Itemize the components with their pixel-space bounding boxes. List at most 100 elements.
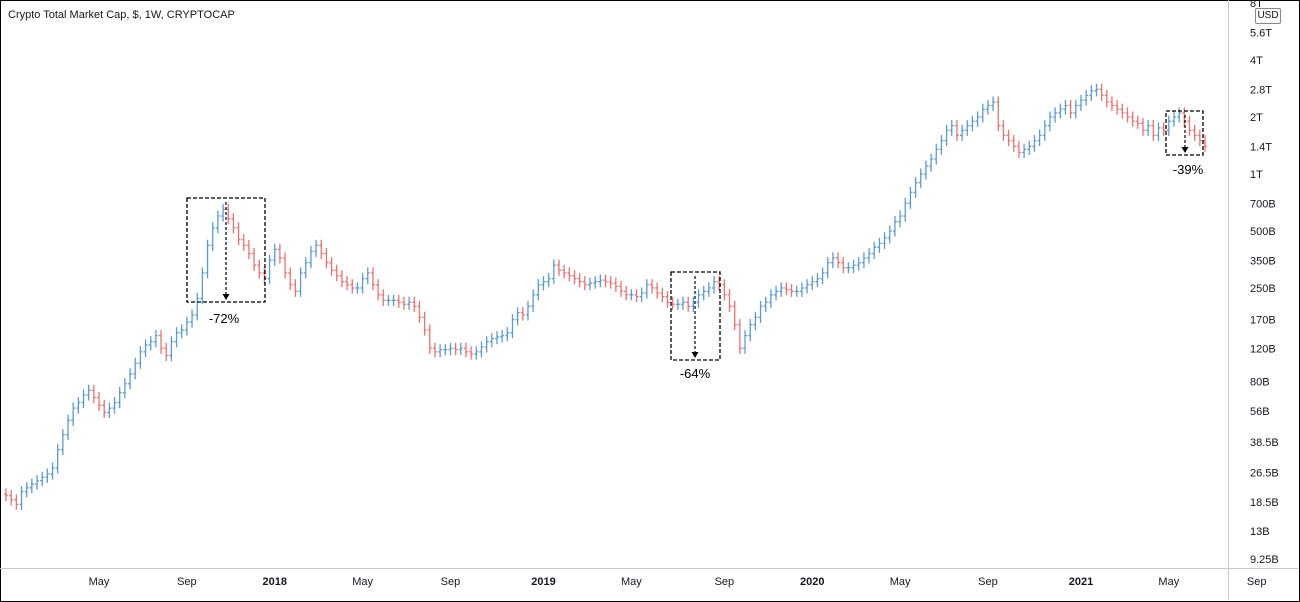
ohlc-bar <box>350 279 355 294</box>
ohlc-bar <box>737 319 742 354</box>
ohlc-bar <box>970 115 975 132</box>
ohlc-bar <box>830 252 835 269</box>
ohlc-bar <box>892 216 897 237</box>
time-tick-label: Sep <box>441 576 461 588</box>
ohlc-bar <box>9 490 14 506</box>
ohlc-bar <box>277 243 282 264</box>
drawdown-box <box>186 197 266 303</box>
arrow-head-icon <box>691 352 699 358</box>
time-tick-label: May <box>1158 576 1179 588</box>
price-tick-label: 700B <box>1250 198 1276 210</box>
ohlc-bar <box>743 330 748 354</box>
ohlc-bar <box>660 287 665 303</box>
ohlc-bar <box>763 296 768 312</box>
ohlc-bar <box>867 247 872 264</box>
currency-badge[interactable]: USD <box>1255 8 1281 24</box>
ohlc-bar <box>283 252 288 279</box>
ohlc-bar <box>386 294 391 306</box>
ohlc-bar <box>324 247 329 269</box>
ohlc-bar <box>996 96 1001 132</box>
ohlc-bar <box>1197 129 1202 147</box>
ohlc-bar <box>556 259 561 276</box>
ohlc-bar <box>195 292 200 321</box>
ohlc-bar <box>272 243 277 266</box>
ohlc-bar <box>267 254 272 285</box>
ohlc-bar <box>520 307 525 321</box>
price-tick-label: 350B <box>1250 255 1276 267</box>
ohlc-bar <box>980 103 985 123</box>
ohlc-bar <box>360 273 365 294</box>
ohlc-bar <box>370 267 375 291</box>
ohlc-bar <box>303 257 308 279</box>
ohlc-bar <box>758 300 763 323</box>
ohlc-bar <box>319 239 324 260</box>
ohlc-bar <box>954 120 959 141</box>
ohlc-bar <box>112 397 117 414</box>
price-tick-label: 18.5B <box>1250 497 1279 509</box>
ohlc-bar <box>226 203 231 225</box>
ohlc-bar <box>381 289 386 306</box>
ohlc-bar <box>236 222 241 246</box>
ohlc-bar <box>262 267 267 285</box>
price-tick-label: 13B <box>1250 526 1270 538</box>
ohlc-bar <box>117 387 122 409</box>
ohlc-bar <box>190 309 195 328</box>
ohlc-bar <box>525 300 530 321</box>
ohlc-bar <box>1068 99 1073 119</box>
ohlc-bar <box>60 429 65 456</box>
chart-title: Crypto Total Market Cap, $, 1W, CRYPTOCA… <box>8 9 235 21</box>
ohlc-bar <box>696 289 701 308</box>
ohlc-bar <box>86 384 91 401</box>
ohlc-bar <box>650 279 655 294</box>
price-tick-label: 38.5B <box>1250 437 1279 449</box>
ohlc-bar <box>35 475 40 490</box>
ohlc-bar <box>960 124 965 141</box>
ohlc-bar <box>836 252 841 269</box>
ohlc-bar <box>1125 107 1130 123</box>
ohlc-bar <box>681 296 686 310</box>
price-tick-label: 120B <box>1250 343 1276 355</box>
ohlc-bar <box>774 285 779 301</box>
ohlc-bar <box>505 327 510 342</box>
ohlc-bar <box>701 285 706 301</box>
time-tick-label: 2020 <box>800 576 824 588</box>
ohlc-bar <box>479 341 484 358</box>
ohlc-bar <box>438 344 443 358</box>
ohlc-bar <box>1022 143 1027 158</box>
time-tick-label: Sep <box>715 576 735 588</box>
ohlc-bar <box>608 276 613 289</box>
ohlc-bar <box>789 284 794 297</box>
ohlc-bar <box>29 478 34 494</box>
time-tick-label: May <box>352 576 373 588</box>
time-tick-label: 2019 <box>531 576 555 588</box>
ohlc-bar <box>494 331 499 345</box>
ohlc-bar <box>443 344 448 356</box>
ohlc-bar <box>1016 140 1021 158</box>
ohlc-bar <box>24 482 29 498</box>
ohlc-bar <box>624 285 629 301</box>
ohlc-bar <box>1011 135 1016 152</box>
ohlc-bar <box>1146 120 1151 136</box>
ohlc-bar <box>567 267 572 282</box>
ohlc-bar <box>81 389 86 409</box>
ohlc-bar <box>1032 135 1037 152</box>
ohlc-bar <box>851 259 856 274</box>
ohlc-bar <box>71 402 76 426</box>
ohlc-bar <box>133 357 138 380</box>
ohlc-bar <box>76 397 81 414</box>
ohlc-bar <box>815 273 820 288</box>
ohlc-bar <box>50 462 55 480</box>
drawdown-label: -72% <box>209 311 240 326</box>
ohlc-bar <box>458 342 463 356</box>
ohlc-bar <box>1130 111 1135 127</box>
ohlc-bar <box>887 225 892 244</box>
drawdown-annotation: -64% <box>670 271 721 381</box>
ohlc-bar <box>1140 117 1145 136</box>
ohlc-bar <box>148 336 153 351</box>
ohlc-bar <box>14 494 19 510</box>
ohlc-bar <box>779 282 784 297</box>
ohlc-bar <box>308 245 313 269</box>
drawdown-label: -39% <box>1173 162 1204 177</box>
ohlc-bar <box>1037 129 1042 147</box>
